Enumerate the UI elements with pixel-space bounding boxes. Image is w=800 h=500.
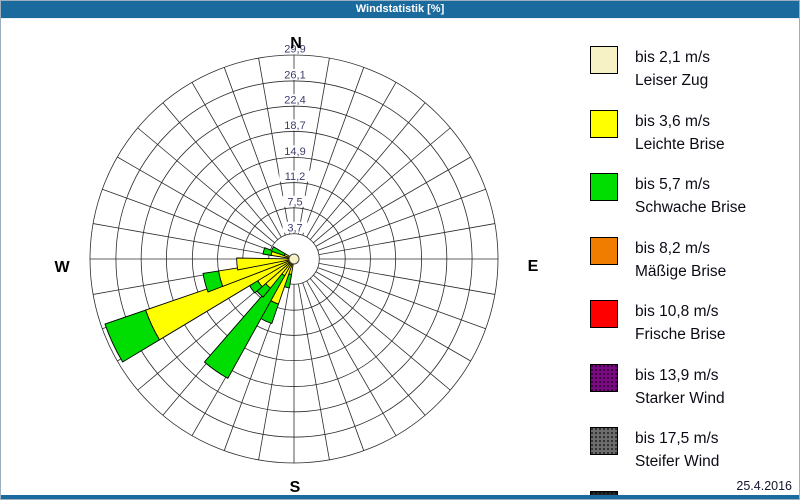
- legend-swatch-1: [590, 46, 618, 74]
- legend-entry: bis 2,1 m/s Leiser Zug: [590, 46, 795, 92]
- wind-petal-segment: [203, 272, 286, 379]
- legend-speed: bis 5,7 m/s: [635, 176, 710, 193]
- legend-label: bis 17,5 m/s Steifer Wind: [635, 427, 719, 473]
- legend-entry: bis 13,9 m/s Starker Wind: [590, 363, 795, 410]
- wind-petal-segment: [262, 247, 273, 256]
- ring-label: 18,7: [284, 120, 305, 132]
- grid-spoke: [309, 102, 426, 240]
- ring-label-bg: [279, 119, 311, 131]
- legend-name: Steifer Wind: [635, 453, 720, 470]
- legend-swatch-8: [590, 490, 618, 499]
- legend-entry: bis 10,8 m/s Frische Brise: [590, 300, 795, 346]
- legend-name: Leichte Brise: [635, 135, 725, 153]
- wind-petal-segment: [270, 246, 286, 257]
- grid-spoke: [258, 283, 291, 460]
- ring-label-bg: [282, 195, 308, 207]
- legend-name: Leiser Zug: [635, 72, 709, 89]
- legend-name: Schwache Brise: [635, 199, 747, 216]
- grid-spoke: [318, 262, 495, 295]
- legend-speed: bis 2,1 m/s: [635, 49, 710, 66]
- legend-name: Frische Brise: [635, 326, 726, 343]
- date-label: 25.4.2016: [736, 479, 792, 493]
- legend-name: Mäßige Brise: [635, 262, 727, 280]
- grid-spoke: [317, 267, 486, 330]
- wind-petal-segment: [104, 309, 161, 363]
- grid-spoke: [306, 280, 397, 436]
- legend-swatch-2: [590, 109, 618, 138]
- legend-entry: bis 3,6 m/s Leichte Brise: [590, 109, 795, 156]
- grid-spoke: [223, 67, 286, 236]
- ring-label-bg: [279, 68, 311, 80]
- wind-speed-legend: bis 2,1 m/s Leiser Zug bis 3,6 m/s Leichte …: [590, 46, 795, 499]
- legend-entry: bis 8,2 m/s Mäßige Brise: [590, 236, 795, 283]
- ring-label-bg: [279, 43, 311, 54]
- legend-speed: bis 3,6 m/s: [635, 112, 710, 130]
- compass-label-w: W: [54, 259, 70, 276]
- grid-spoke: [306, 82, 397, 238]
- footer-bar: [1, 495, 799, 499]
- legend-speed: bis 13,9 m/s: [635, 366, 719, 384]
- ring-label: 14,9: [284, 146, 305, 158]
- legend-label: bis 10,8 m/s Frische Brise: [635, 300, 725, 346]
- compass-label-n: N: [290, 35, 302, 52]
- legend-label: bis 8,2 m/s Mäßige Brise: [635, 237, 726, 283]
- ring-label-bg: [279, 170, 311, 182]
- ring-label: 11,2: [285, 171, 306, 183]
- legend-label: bis 3,6 m/s Leichte Brise: [635, 110, 725, 156]
- legend-entry: bis 17,5 m/s Steifer Wind: [590, 427, 795, 473]
- grid-spoke: [297, 283, 330, 460]
- legend-label: bis 13,9 m/s Starker Wind: [635, 364, 725, 410]
- grid-spoke: [313, 274, 451, 391]
- legend-label: bis 2,1 m/s Leiser Zug: [635, 46, 710, 92]
- grid-spoke: [315, 271, 471, 362]
- wind-petal-segment: [202, 270, 224, 293]
- grid-spoke: [317, 188, 486, 251]
- compass-label-e: E: [528, 258, 539, 275]
- grid-spoke: [191, 82, 282, 238]
- ring-label: 29,9: [284, 44, 305, 56]
- window-title: Windstatistik [%]: [1, 1, 799, 19]
- legend-swatch-6: [590, 363, 618, 392]
- grid-spoke: [315, 156, 471, 247]
- legend-label: bis 5,7 m/s Schwache Brise: [635, 173, 746, 219]
- legend-speed: bis 17,5 m/s: [635, 430, 719, 447]
- ring-label-bg: [282, 221, 308, 233]
- grid-spoke: [93, 223, 270, 256]
- legend-swatch-7: [590, 427, 618, 455]
- legend-swatch-4: [590, 236, 618, 265]
- ring-label: 26,1: [284, 69, 305, 81]
- legend-swatch-3: [590, 173, 618, 201]
- grid-spoke: [117, 156, 273, 247]
- compass-label-s: S: [290, 479, 301, 496]
- grid-spoke: [137, 127, 275, 244]
- ring-label: 3,7: [287, 222, 302, 234]
- legend-entry: bis 5,7 m/s Schwache Brise: [590, 173, 795, 219]
- rose-center-hub: [288, 253, 300, 265]
- legend-speed: bis 10,8 m/s: [635, 303, 719, 320]
- grid-spoke: [318, 223, 495, 256]
- legend-swatch-5: [590, 300, 618, 328]
- ring-label-bg: [279, 94, 311, 106]
- ring-label-bg: [279, 145, 311, 157]
- ring-label: 7,5: [287, 196, 302, 208]
- grid-spoke: [302, 67, 365, 236]
- legend-name: Starker Wind: [635, 389, 725, 407]
- grid-spoke: [309, 278, 426, 416]
- grid-spoke: [137, 274, 275, 391]
- grid-spoke: [162, 102, 279, 240]
- ring-label: 22,4: [284, 95, 305, 107]
- grid-spoke: [313, 127, 451, 244]
- grid-spoke: [102, 188, 271, 251]
- legend-speed: bis 8,2 m/s: [635, 239, 710, 257]
- grid-spoke: [302, 282, 365, 451]
